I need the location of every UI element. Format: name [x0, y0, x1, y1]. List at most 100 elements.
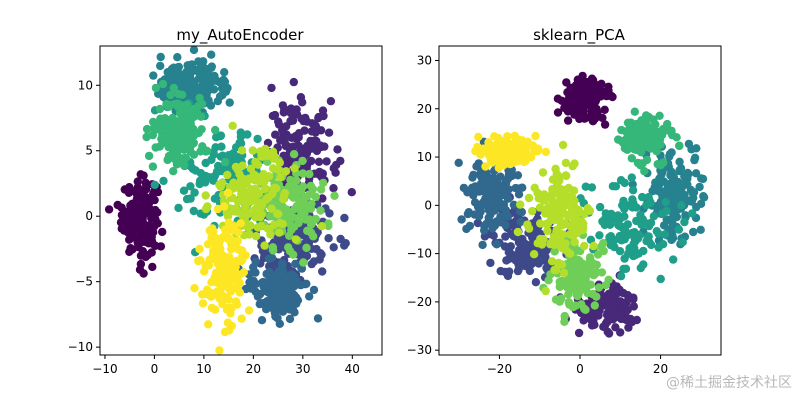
scatter-point-class-9 — [223, 234, 232, 243]
scatter-point-class-3 — [277, 259, 287, 268]
scatter-point-class-3 — [257, 316, 267, 325]
scatter-point-class-4 — [196, 63, 205, 73]
scatter-point-class-0 — [579, 103, 588, 112]
scatter-point-class-8 — [260, 241, 269, 250]
scatter-point-class-4 — [691, 169, 701, 178]
scatter-point-class-7 — [286, 175, 295, 185]
scatter-point-class-8 — [291, 235, 301, 244]
scatter-point-class-3 — [480, 221, 489, 231]
scatter-point-class-6 — [643, 112, 652, 122]
scatter-point-class-8 — [276, 173, 285, 182]
scatter-point-class-7 — [306, 181, 315, 191]
scatter-point-class-0 — [604, 86, 613, 96]
scatter-point-class-9 — [530, 147, 539, 156]
autoencoder-scatter-panel: my_AutoEncoder −10 0 10 20 30 40 −10 −5 0 5 10 — [68, 26, 383, 376]
scatter-point-class-0 — [600, 120, 610, 129]
scatter-point-class-6 — [169, 83, 178, 93]
scatter-points — [454, 71, 709, 338]
scatter-point-class-7 — [298, 169, 308, 178]
scatter-point-class-5 — [620, 212, 629, 221]
scatter-point-class-5 — [217, 142, 226, 151]
scatter-point-class-9 — [204, 320, 213, 329]
scatter-point-class-3 — [268, 294, 277, 303]
scatter-point-class-7 — [557, 276, 566, 286]
scatter-point-class-9 — [244, 306, 254, 315]
scatter-point-class-3 — [516, 207, 525, 216]
x-tick-label: 30 — [295, 362, 310, 376]
scatter-point-class-9 — [196, 256, 205, 265]
scatter-point-class-7 — [599, 239, 608, 248]
scatter-point-class-0 — [133, 177, 142, 186]
scatter-point-class-0 — [600, 105, 609, 115]
scatter-point-class-5 — [621, 264, 631, 273]
scatter-point-class-3 — [290, 272, 299, 281]
scatter-point-class-3 — [477, 180, 486, 190]
scatter-point-class-8 — [246, 164, 256, 173]
scatter-point-class-3 — [273, 313, 282, 323]
scatter-point-class-5 — [660, 230, 670, 239]
scatter-point-class-1 — [329, 184, 338, 193]
scatter-point-class-9 — [233, 281, 243, 291]
scatter-point-class-9 — [216, 288, 225, 298]
scatter-point-class-6 — [179, 154, 188, 163]
scatter-point-class-8 — [253, 223, 263, 232]
scatter-point-class-3 — [269, 303, 278, 313]
scatter-point-class-6 — [158, 132, 167, 142]
scatter-point-class-0 — [573, 75, 582, 84]
scatter-point-class-8 — [236, 175, 246, 185]
scatter-point-class-0 — [568, 88, 577, 98]
scatter-point-class-8 — [238, 210, 247, 220]
scatter-point-class-1 — [288, 116, 298, 125]
scatter-point-class-9 — [214, 240, 224, 250]
scatter-point-class-5 — [214, 167, 223, 176]
scatter-point-class-3 — [249, 263, 258, 272]
y-tick-label: 0 — [85, 209, 93, 223]
scatter-point-class-5 — [218, 151, 227, 160]
scatter-point-class-5 — [243, 130, 252, 139]
scatter-point-class-4 — [650, 182, 659, 192]
scatter-point-class-8 — [562, 246, 571, 255]
scatter-point-class-8 — [543, 226, 552, 236]
scatter-point-class-2 — [295, 248, 305, 257]
scatter-point-class-8 — [317, 222, 327, 231]
scatter-point-class-4 — [659, 177, 669, 186]
scatter-point-class-7 — [594, 283, 604, 292]
scatter-point-class-0 — [143, 197, 152, 206]
scatter-point-class-8 — [245, 230, 254, 239]
scatter-point-class-9 — [227, 321, 237, 330]
scatter-point-class-1 — [600, 321, 610, 330]
scatter-point-class-9 — [490, 146, 500, 155]
scatter-point-class-8 — [529, 250, 539, 259]
scatter-point-class-9 — [510, 131, 519, 141]
scatter-point-class-0 — [145, 221, 154, 230]
scatter-point-class-9 — [198, 299, 208, 308]
scatter-point-class-7 — [564, 290, 573, 299]
scatter-point-class-6 — [642, 155, 652, 165]
scatter-point-class-3 — [518, 183, 527, 192]
scatter-point-class-2 — [318, 267, 327, 276]
y-tick-label: −10 — [68, 340, 93, 354]
scatter-point-class-7 — [302, 243, 311, 252]
scatter-point-class-7 — [577, 300, 586, 309]
scatter-point-class-9 — [486, 155, 495, 164]
scatter-point-class-8 — [231, 162, 241, 172]
scatter-point-class-3 — [469, 187, 478, 196]
scatter-point-class-3 — [288, 304, 297, 313]
scatter-point-class-2 — [510, 251, 520, 260]
scatter-point-class-8 — [557, 240, 566, 249]
scatter-point-class-8 — [557, 219, 566, 228]
scatter-point-class-4 — [166, 74, 175, 84]
scatter-point-class-6 — [158, 117, 167, 127]
scatter-point-class-3 — [309, 285, 319, 295]
scatter-point-class-5 — [150, 180, 159, 190]
scatter-point-class-5 — [628, 186, 638, 195]
scatter-point-class-1 — [603, 301, 612, 310]
scatter-point-class-3 — [476, 207, 485, 216]
scatter-point-class-8 — [570, 238, 579, 247]
scatter-point-class-3 — [504, 170, 514, 180]
scatter-point-class-8 — [569, 186, 579, 195]
scatter-point-class-4 — [204, 96, 213, 105]
scatter-point-class-7 — [296, 211, 305, 220]
scatter-point-class-6 — [144, 151, 154, 161]
scatter-point-class-9 — [474, 132, 483, 142]
